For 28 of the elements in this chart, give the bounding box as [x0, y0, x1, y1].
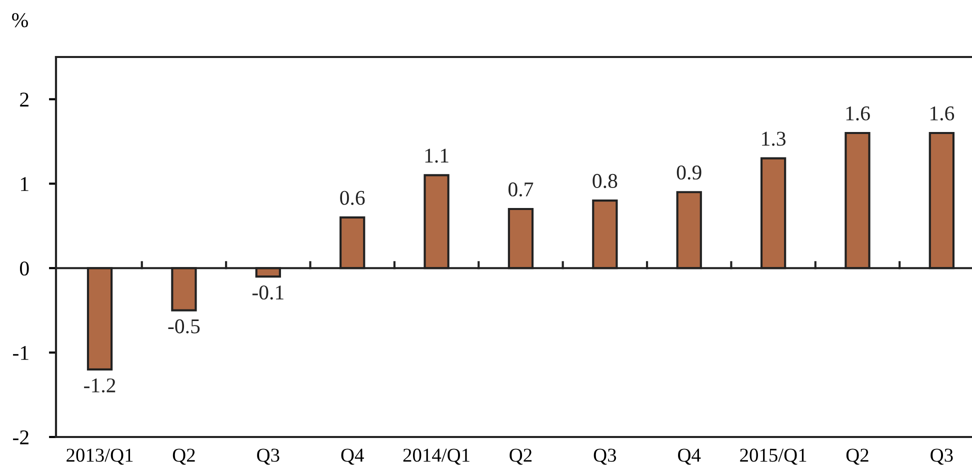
x-tick-label: 2014/Q1	[403, 448, 470, 465]
x-tick-label: Q2	[172, 448, 195, 465]
data-label: 0.9	[676, 165, 702, 180]
y-tick-label: -1	[13, 346, 28, 360]
x-tick-label: Q4	[678, 448, 701, 465]
x-tick-label: 2015/Q1	[740, 448, 806, 465]
x-tick-label: Q2	[510, 448, 532, 465]
x-tick-label: Q2	[846, 448, 868, 465]
y-tick-label: 2	[20, 92, 28, 106]
data-label: 1.1	[425, 148, 448, 163]
data-label: 1.6	[846, 106, 870, 121]
x-tick-label: Q3	[594, 448, 616, 465]
data-label: 1.3	[762, 132, 786, 146]
data-label: -1.2	[84, 378, 116, 393]
data-label: 0.8	[592, 174, 618, 188]
x-tick-label: 2013/Q1	[66, 448, 133, 465]
data-label: 0.6	[340, 190, 365, 205]
x-tick-label: Q3	[257, 448, 280, 465]
x-tick-label: Q3	[930, 448, 953, 465]
data-label: 0.7	[508, 182, 534, 197]
data-label: 1.6	[930, 106, 954, 121]
x-tick-label: Q4	[341, 448, 364, 465]
y-axis-title: %	[12, 13, 28, 28]
data-label: -0.5	[168, 319, 200, 334]
y-tick-label: 1	[21, 177, 28, 191]
y-tick-label: 0	[20, 261, 29, 276]
data-label: -0.1	[252, 285, 284, 300]
y-tick-label: -2	[13, 430, 28, 444]
